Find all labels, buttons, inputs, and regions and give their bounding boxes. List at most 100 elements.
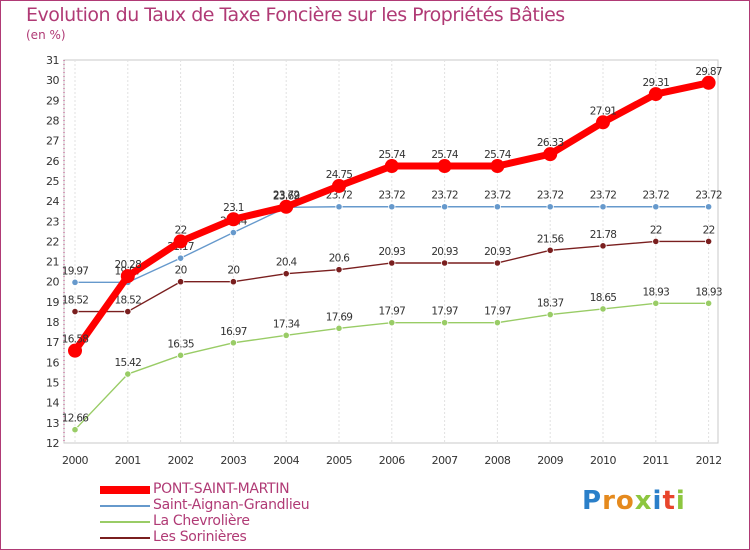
data-label: 23.72 (695, 190, 722, 202)
data-point (704, 203, 713, 211)
data-point (229, 278, 237, 286)
data-point (71, 307, 79, 316)
data-label: 23.72 (379, 190, 406, 202)
data-label: 18.52 (115, 295, 142, 307)
data-point (282, 331, 290, 339)
data-label: 23.72 (431, 190, 458, 202)
legend-item-la-chevroliere: La Chevrolière (100, 513, 400, 530)
data-label: 20 (175, 265, 187, 277)
data-label: 20.28 (115, 259, 142, 271)
legend-item-pont-saint-martin: PONT-SAINT-MARTIN (100, 481, 400, 498)
data-label: 25.74 (431, 149, 459, 161)
y-tick-label: 19 (46, 296, 59, 309)
data-point (599, 203, 607, 211)
y-tick-label: 29 (46, 94, 59, 107)
data-point (68, 343, 82, 358)
y-tick-label: 22 (46, 235, 59, 248)
data-label: 19.97 (62, 265, 89, 277)
data-point (546, 246, 554, 254)
x-tick-label: 2010 (590, 454, 616, 467)
y-tick-label: 12 (46, 437, 59, 450)
data-point (177, 254, 185, 262)
y-tick-label: 13 (46, 417, 59, 430)
legend-swatch-red (100, 486, 150, 494)
data-label: 29.87 (695, 66, 722, 78)
data-label: 27.91 (590, 105, 617, 117)
data-point (546, 203, 554, 211)
data-label: 21.78 (590, 229, 617, 241)
legend-swatch-green (100, 521, 150, 523)
data-label: 23.72 (643, 190, 670, 202)
legend-swatch-blue (100, 505, 150, 507)
y-tick-label: 14 (46, 397, 59, 410)
legend-label: Les Sorinières (153, 529, 247, 545)
x-tick-label: 2002 (168, 454, 194, 467)
data-label: 18.52 (62, 295, 89, 307)
data-point (124, 370, 132, 378)
data-label: 18.65 (590, 292, 617, 304)
x-tick-label: 2000 (62, 454, 88, 467)
data-label: 22 (175, 224, 187, 236)
data-point (335, 324, 343, 332)
data-point (279, 199, 294, 214)
data-label: 23.1 (223, 202, 244, 214)
x-tick-label: 2006 (379, 454, 405, 467)
legend-label: PONT-SAINT-MARTIN (153, 481, 290, 497)
data-label: 25.74 (379, 149, 407, 161)
data-label: 20.6 (329, 253, 351, 265)
data-label: 20.93 (484, 246, 511, 258)
data-label: 17.97 (379, 306, 406, 318)
data-point (71, 278, 79, 286)
data-point (652, 237, 660, 246)
data-label: 23.69 (273, 190, 300, 202)
data-label: 29.31 (643, 77, 670, 89)
data-point (332, 178, 346, 193)
data-label: 20.93 (379, 246, 406, 258)
data-point (599, 305, 607, 313)
data-point (704, 299, 713, 307)
x-tick-label: 2008 (484, 454, 510, 467)
y-tick-label: 31 (46, 54, 59, 67)
data-point (177, 278, 185, 286)
data-point (652, 203, 660, 211)
data-point (493, 259, 501, 267)
data-label: 25.74 (484, 149, 512, 161)
y-tick-label: 27 (46, 135, 59, 148)
data-label: 18.93 (643, 286, 670, 298)
chart-title: Evolution du Taux de Taxe Foncière sur l… (26, 4, 565, 26)
data-label: 21.56 (537, 233, 565, 245)
data-label: 26.33 (537, 137, 564, 149)
y-tick-label: 30 (46, 74, 59, 87)
data-point (388, 203, 396, 211)
data-point (282, 270, 290, 278)
data-point (120, 269, 135, 284)
legend-item-saint-aignan: Saint-Aignan-Grandlieu (100, 497, 400, 514)
x-tick-label: 2001 (115, 454, 141, 467)
x-tick-label: 2011 (643, 454, 669, 467)
data-point (384, 159, 399, 174)
data-label: 23.72 (273, 190, 300, 202)
data-point (440, 319, 449, 327)
data-point (440, 259, 449, 267)
data-point (335, 266, 343, 274)
y-tick-label: 18 (46, 316, 59, 329)
data-point (388, 319, 396, 327)
data-label: 15.42 (115, 357, 142, 369)
data-label: 23.72 (484, 190, 511, 202)
y-tick-label: 15 (46, 377, 59, 390)
data-point (388, 259, 396, 267)
x-tick-label: 2012 (696, 454, 722, 467)
data-label: 16.35 (167, 338, 194, 350)
data-point (229, 228, 237, 237)
data-point (599, 242, 607, 250)
legend-label: Saint-Aignan-Grandlieu (153, 497, 310, 513)
data-point (437, 159, 452, 174)
y-tick-label: 28 (46, 114, 59, 127)
data-label: 17.69 (326, 311, 353, 323)
x-tick-label: 2009 (537, 454, 563, 467)
data-point (648, 87, 663, 102)
data-label: 16.58 (62, 334, 89, 346)
y-tick-label: 21 (46, 256, 59, 269)
data-point (493, 203, 501, 211)
